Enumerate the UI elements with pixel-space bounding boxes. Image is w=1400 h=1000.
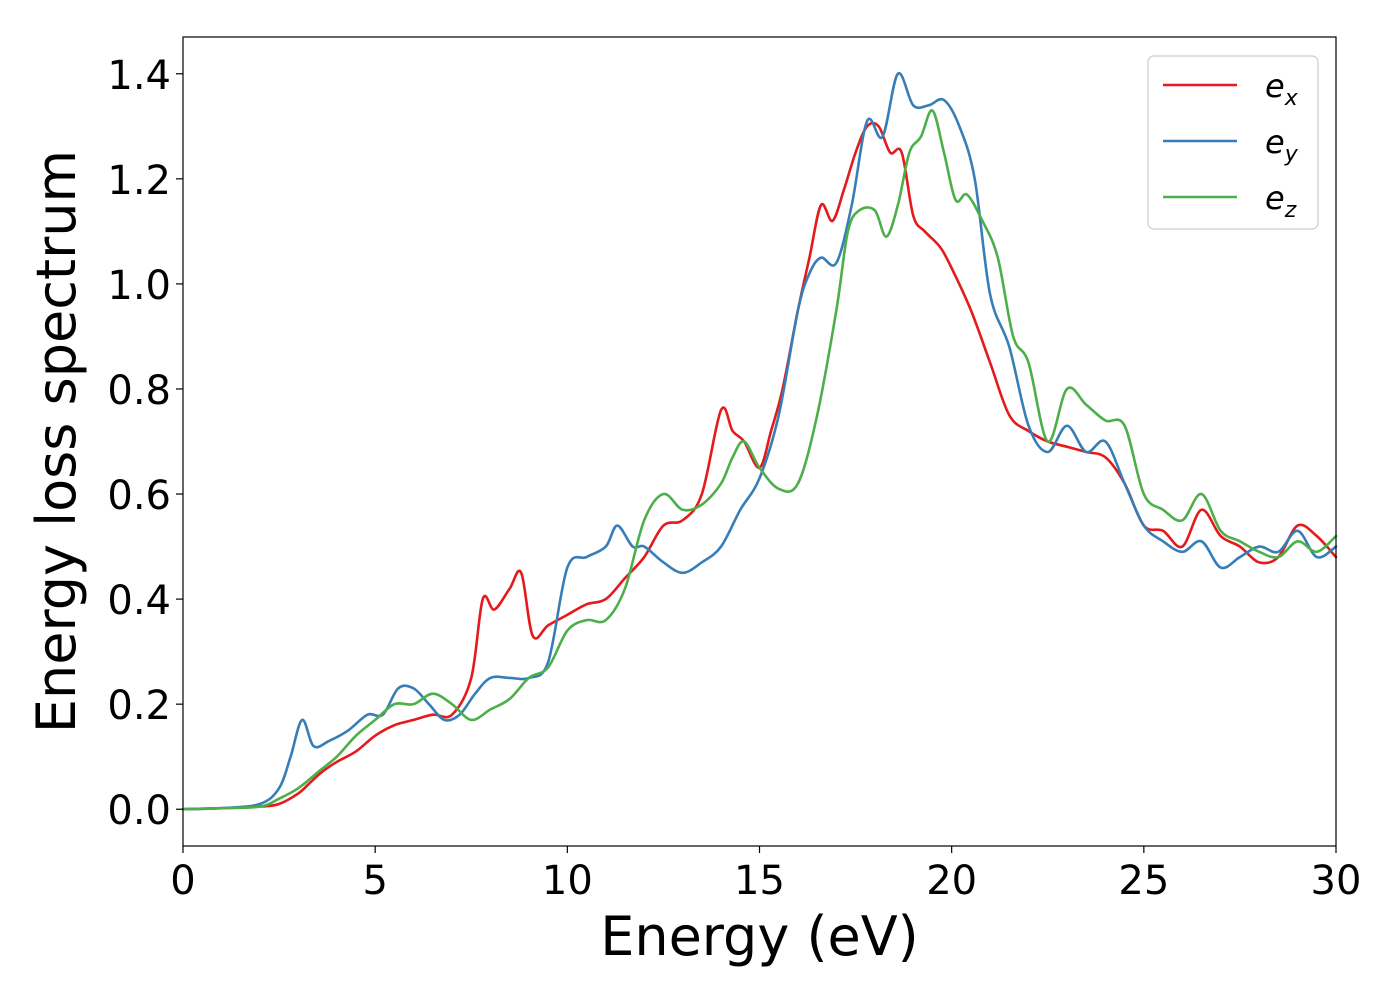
x-tick-label: 5 — [362, 858, 387, 904]
y-tick-label: 0.4 — [107, 578, 171, 624]
x-tick-label: 0 — [170, 858, 195, 904]
x-axis: 0 5 10 15 20 25 30 — [170, 846, 1361, 904]
plot-area — [181, 36, 1338, 847]
series-line-x — [181, 121, 1338, 811]
legend-label-z: ez — [1265, 179, 1297, 223]
series-line-z — [181, 109, 1338, 811]
x-tick-label: 10 — [542, 858, 593, 904]
x-axis-label: Energy (eV) — [600, 905, 919, 968]
y-tick-label: 0.8 — [107, 368, 171, 414]
x-tick-label: 30 — [1311, 858, 1362, 904]
y-axis: 0.0 0.2 0.4 0.6 0.8 1.0 1.2 1.4 — [107, 53, 183, 834]
y-tick-label: 0.0 — [107, 788, 171, 834]
x-tick-label: 15 — [734, 858, 785, 904]
y-tick-label: 1.0 — [107, 263, 171, 309]
series-layer — [181, 72, 1338, 811]
y-tick-label: 1.2 — [107, 158, 171, 204]
legend-label-y: ey — [1265, 123, 1299, 167]
y-tick-label: 0.6 — [107, 473, 171, 519]
x-tick-label: 25 — [1118, 858, 1169, 904]
legend: ex ey ez — [1147, 55, 1319, 230]
legend-box — [1147, 55, 1319, 230]
legend-label-x: ex — [1265, 67, 1299, 111]
y-axis-label: Energy loss spectrum — [25, 150, 88, 733]
series-line-y — [181, 72, 1338, 811]
y-tick-label: 1.4 — [107, 53, 171, 99]
y-tick-label: 0.2 — [107, 683, 171, 729]
x-tick-label: 20 — [926, 858, 977, 904]
